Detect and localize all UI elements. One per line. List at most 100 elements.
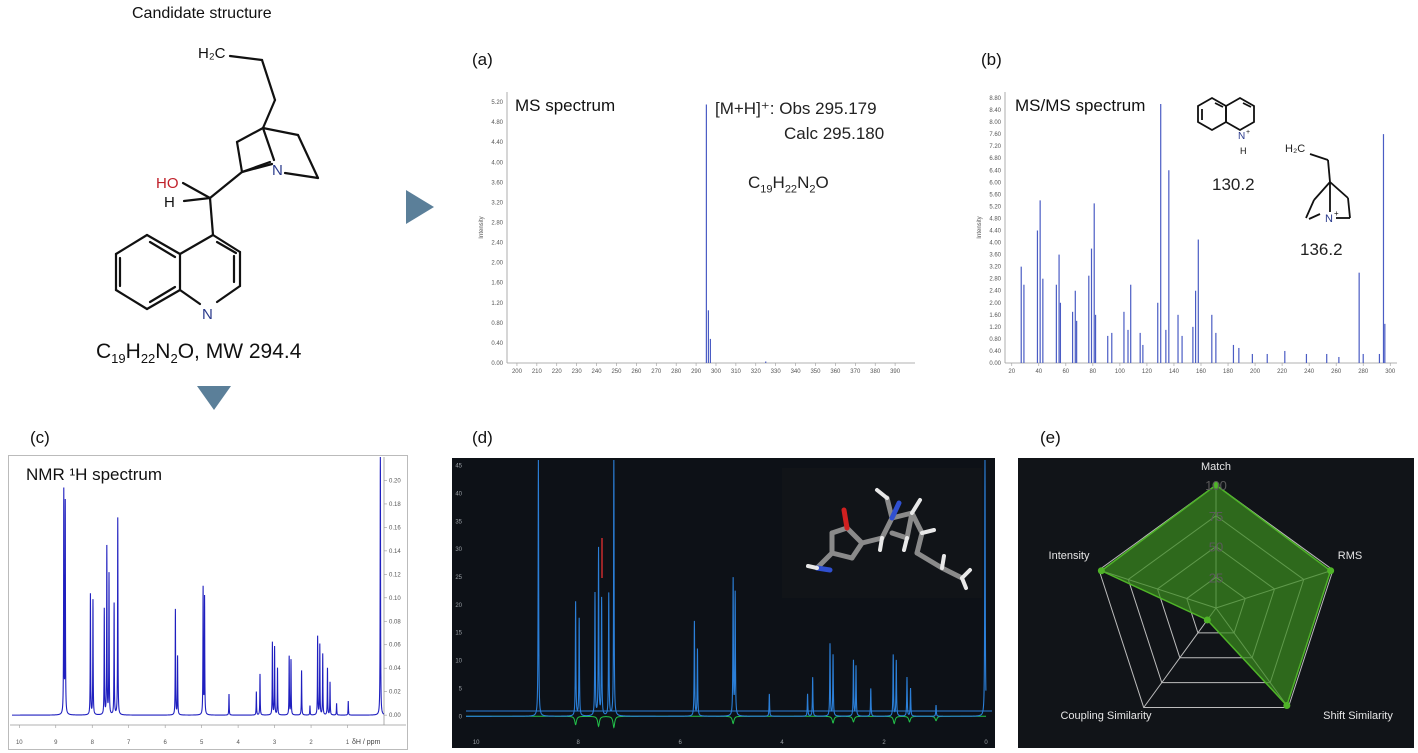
y-axis-label: Intensity: [479, 216, 485, 238]
x-tick-label: 5: [200, 740, 204, 746]
y-tick-label: 4.80: [491, 120, 503, 126]
x-tick-label: 220: [552, 369, 563, 375]
x-tick-label: 80: [1090, 369, 1097, 375]
y-tick-label: 0.18: [389, 502, 401, 508]
y-tick-label: 2.40: [989, 289, 1001, 295]
nmr-1h-chart: 10 9 8 7 6 5 4 3 2 1 0.00 0.02 0.04 0.06 0.08 0.10 0.12 0…: [8, 455, 408, 750]
nmr-title: NMR ¹H spectrum: [26, 465, 163, 484]
y-tick-label: 45: [455, 464, 462, 470]
y-tick-label: 2.00: [491, 261, 503, 267]
x-tick-label: 180: [1223, 369, 1234, 375]
y-tick-label: 2.80: [491, 220, 503, 226]
x-tick-label: 2: [882, 740, 886, 746]
radar-grid-ring: [1098, 484, 1334, 709]
radar-r-tick: 50: [1209, 540, 1223, 555]
atom-h2c: H₂C: [198, 45, 226, 62]
y-tick-label: 4.40: [989, 229, 1001, 235]
x-tick-label: 0: [984, 740, 988, 746]
radar-r-tick: 75: [1209, 509, 1223, 524]
y-tick-label: 7.60: [989, 132, 1001, 138]
radar-axis-label: Match: [1201, 461, 1231, 473]
x-tick-label: 300: [1385, 369, 1396, 375]
nmr-xlabel: δH / ppm: [352, 739, 381, 746]
arrow-down-icon: [197, 386, 231, 410]
x-tick-label: 230: [572, 369, 583, 375]
x-tick-label: 140: [1169, 369, 1180, 375]
x-tick-label: 10: [16, 740, 23, 746]
y-tick-label: 0.00: [389, 713, 401, 719]
x-tick-label: 3: [273, 740, 277, 746]
y-tick-label: 3.60: [491, 180, 503, 186]
x-tick-label: 330: [771, 369, 782, 375]
y-tick-label: 0.16: [389, 525, 401, 531]
x-tick-label: 350: [810, 369, 821, 375]
x-tick-label: 9: [54, 740, 58, 746]
y-tick-label: 2.40: [491, 241, 503, 247]
atom-h: H: [164, 194, 175, 211]
x-tick-label: 6: [164, 740, 168, 746]
x-tick-label: 220: [1277, 369, 1288, 375]
x-tick-label: 160: [1196, 369, 1207, 375]
panel-label-d: (d): [472, 428, 493, 447]
y-tick-label: 10: [455, 659, 462, 665]
x-tick-label: 280: [1358, 369, 1369, 375]
ms-annotation-obs: [M+H]⁺: Obs 295.179: [715, 99, 877, 118]
x-tick-label: 210: [532, 369, 543, 375]
x-tick-label: 380: [870, 369, 881, 375]
similarity-radar-chart: 25 50 75 100 Match RMS Shift Similarity Coupli…: [1018, 458, 1414, 748]
ms-annotation-calc: Calc 295.180: [784, 124, 885, 143]
radar-point: [1212, 481, 1220, 489]
msms-spectrum-chart: 20 40 60 80 100 120 140 160 180 200 220 240 260 280 30…: [965, 78, 1405, 378]
y-tick-label: 1.20: [989, 325, 1001, 331]
svg-text:+: +: [1246, 129, 1250, 136]
x-tick-label: 100: [1115, 369, 1126, 375]
x-tick-label: 260: [1331, 369, 1342, 375]
x-tick-label: 390: [890, 369, 901, 375]
x-tick-label: 200: [1250, 369, 1261, 375]
svg-text:N: N: [1238, 131, 1245, 142]
y-tick-label: 0.02: [389, 690, 401, 696]
radar-axis-label: Intensity: [1049, 550, 1090, 562]
y-tick-label: 0.06: [389, 643, 401, 649]
y-tick-label: 6.80: [989, 156, 1001, 162]
y-tick-label: 15: [455, 631, 462, 637]
x-tick-label: 8: [91, 740, 95, 746]
x-tick-label: 4: [780, 740, 784, 746]
x-tick-label: 20: [1008, 369, 1015, 375]
y-tick-label: 7.20: [989, 144, 1001, 150]
x-tick-label: 370: [850, 369, 861, 375]
y-tick-label: 5.60: [989, 192, 1001, 198]
x-tick-label: 240: [1304, 369, 1315, 375]
radar-point: [1327, 567, 1335, 575]
y-tick-label: 0.80: [491, 321, 503, 327]
radar-point: [1283, 702, 1291, 710]
y-tick-label: 4.00: [491, 160, 503, 166]
radar-axis-label: Coupling Similarity: [1060, 710, 1152, 722]
molecule-3d-inset: [782, 468, 982, 598]
x-tick-label: 7: [127, 740, 131, 746]
quinolinium-fragment-drawing: N + H: [1197, 96, 1255, 156]
y-tick-label: 0.04: [389, 666, 401, 672]
y-tick-label: 8.40: [989, 108, 1001, 114]
y-tick-label: 4.00: [989, 241, 1001, 247]
x-tick-label: 240: [592, 369, 603, 375]
y-tick-label: 4.40: [491, 140, 503, 146]
y-tick-label: 0.12: [389, 572, 401, 578]
y-tick-label: 0.10: [389, 596, 401, 602]
panel-label-b: (b): [981, 50, 1002, 69]
x-tick-label: 290: [691, 369, 702, 375]
y-tick-label: 3.60: [989, 253, 1001, 259]
panel-label-e: (e): [1040, 428, 1061, 447]
x-tick-label: 270: [651, 369, 662, 375]
radar-axis-label: RMS: [1338, 550, 1362, 562]
y-tick-label: 3.20: [989, 265, 1001, 271]
y-tick-label: 0.14: [389, 549, 401, 555]
x-tick-label: 320: [751, 369, 762, 375]
y-tick-label: 0.08: [389, 619, 401, 625]
msms-title: MS/MS spectrum: [1015, 96, 1146, 115]
x-tick-label: 8: [576, 740, 580, 746]
y-tick-label: 20: [455, 603, 462, 609]
ms-spectrum-chart: 200 210 220 230 240 250 260 270 280 290 300 310 320 3…: [455, 78, 930, 378]
panel-label-c: (c): [30, 428, 50, 447]
